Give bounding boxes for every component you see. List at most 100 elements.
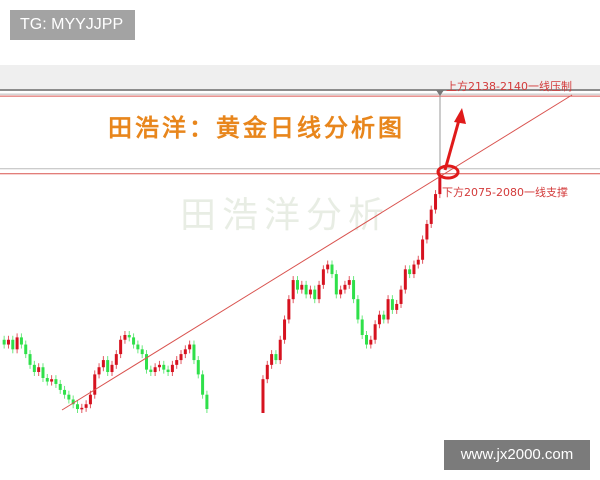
candle-body xyxy=(434,194,438,210)
candle-body xyxy=(291,280,295,300)
site-watermark-label: www.jx2000.com xyxy=(444,440,590,470)
candle-body xyxy=(339,289,343,295)
candle-body xyxy=(395,303,399,310)
candle-body xyxy=(75,404,79,410)
candle-body xyxy=(2,339,6,345)
candle-body xyxy=(343,284,347,290)
chart-title: 田浩洋：黄金日线分析图 xyxy=(108,113,405,142)
candle-body xyxy=(80,407,84,410)
candle-body xyxy=(412,264,416,275)
candle-body xyxy=(330,264,334,275)
candle-body xyxy=(183,349,187,355)
candle-body xyxy=(425,223,429,240)
candle-body xyxy=(132,337,136,345)
candle-body xyxy=(88,394,92,405)
candle-body xyxy=(188,344,192,350)
candle-body xyxy=(63,389,67,395)
candle-body xyxy=(408,269,412,275)
candle-body xyxy=(41,367,45,378)
candle-body xyxy=(386,299,390,320)
candle-body xyxy=(32,364,36,373)
candle-body xyxy=(170,364,174,373)
candle-body xyxy=(58,383,62,390)
candle-body xyxy=(326,264,330,270)
candle-body xyxy=(127,334,131,338)
candle-body xyxy=(6,339,10,345)
tg-watermark-label: TG: MYYJJPP xyxy=(10,10,135,40)
candle-body xyxy=(356,299,360,320)
candle-body xyxy=(283,319,287,340)
arrow-head-icon xyxy=(454,108,466,124)
candle-body xyxy=(153,367,157,373)
candle-body xyxy=(149,369,153,373)
candle-body xyxy=(278,339,282,361)
candle-body xyxy=(321,269,325,285)
candle-body xyxy=(304,284,308,295)
candle-body xyxy=(317,284,321,300)
candle-body xyxy=(369,339,373,345)
candle-body xyxy=(106,360,110,373)
candle-body xyxy=(37,367,41,373)
cursor-marker-icon xyxy=(436,90,444,96)
candle-body xyxy=(97,367,101,375)
candle-body xyxy=(162,364,166,370)
chart-toolbar-band xyxy=(0,65,600,89)
candle-body xyxy=(287,299,291,320)
candle-body xyxy=(101,360,105,368)
candle-body xyxy=(166,369,170,373)
candle-body xyxy=(334,274,338,295)
candle-body xyxy=(403,269,407,290)
candle-body xyxy=(274,354,278,361)
candle-body xyxy=(136,344,140,350)
candle-body xyxy=(11,339,15,350)
background-watermark: 田浩洋分析 xyxy=(180,195,391,236)
candle-body xyxy=(399,289,403,304)
candle-body xyxy=(145,354,149,370)
candle-body xyxy=(347,280,351,285)
candle-body xyxy=(84,404,88,408)
trendline xyxy=(61,94,573,411)
candle-body xyxy=(192,344,196,361)
candle-body xyxy=(175,360,179,365)
candle-body xyxy=(28,354,32,365)
candle-body xyxy=(93,374,97,395)
candle-body xyxy=(360,319,364,335)
candle-body xyxy=(67,394,71,400)
candle-body xyxy=(71,399,75,405)
support-label: 下方2075-2080一线支撑 xyxy=(442,186,568,199)
candle-body xyxy=(261,379,265,413)
candle-body xyxy=(140,349,144,355)
highlight-ellipse xyxy=(436,164,460,180)
arrow-shaft xyxy=(443,119,461,171)
candle-body xyxy=(270,354,274,365)
candle-body xyxy=(300,284,304,290)
candle-body xyxy=(201,374,205,395)
candle-body xyxy=(416,259,420,265)
candle-body xyxy=(365,334,369,345)
resistance-label: 上方2138-2140一线压制 xyxy=(446,80,572,93)
candle-body xyxy=(50,379,54,382)
candle-body xyxy=(373,324,377,340)
candle-body xyxy=(196,360,200,375)
candle-body xyxy=(15,337,19,350)
candle-body xyxy=(24,344,28,355)
candle-body xyxy=(308,289,312,295)
candle-body xyxy=(421,239,425,260)
candle-body xyxy=(205,394,209,410)
candle-body xyxy=(265,364,269,380)
candle-body xyxy=(123,334,127,340)
candle-body xyxy=(157,364,161,368)
candle-body xyxy=(438,174,442,195)
candle-body xyxy=(19,337,23,345)
candle-body xyxy=(352,280,356,300)
candle-body xyxy=(114,354,118,365)
candle-body xyxy=(390,299,394,310)
candle-body xyxy=(313,289,317,300)
candle-body xyxy=(377,314,381,325)
candle-body xyxy=(295,280,299,290)
candle-body xyxy=(429,209,433,224)
candle-body xyxy=(110,364,114,373)
candle-body xyxy=(54,379,58,384)
candle-body xyxy=(382,314,386,320)
